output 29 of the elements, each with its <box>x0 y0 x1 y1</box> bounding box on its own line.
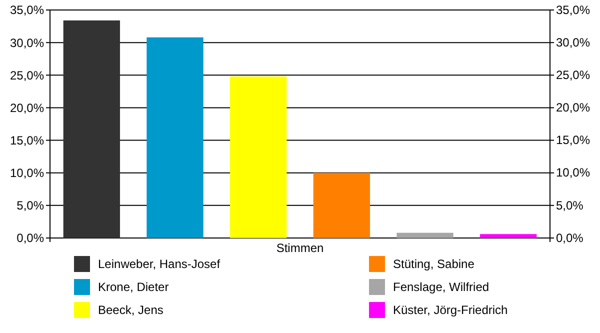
legend-label: Leinweber, Hans-Josef <box>98 257 221 272</box>
bar <box>396 232 454 238</box>
x-tick-label: Stimmen <box>276 241 324 255</box>
legend-label: Fenslage, Wilfried <box>393 280 490 294</box>
text: 25,0% <box>556 68 590 82</box>
y-tick-label: 10,0% <box>10 166 44 180</box>
y-tick-label: 20,0% <box>10 100 44 115</box>
legend-label: Krone, Dieter <box>98 280 169 294</box>
bar <box>63 20 120 238</box>
bar <box>146 37 204 238</box>
y-tick-label: 0,0% <box>16 231 44 246</box>
legend-label: Stüting, Sabine <box>393 257 475 272</box>
bar <box>480 234 537 238</box>
text: 0,0% <box>556 230 584 245</box>
text: 30,0% <box>556 35 590 50</box>
legend-label: Beeck, Jens <box>98 303 164 318</box>
text: 5,0% <box>556 198 584 212</box>
text: 10,0% <box>556 166 590 180</box>
y-tick-label: 5,0% <box>16 198 44 213</box>
y-tick-label: 15,0% <box>10 133 44 148</box>
legend-label: Küster, Jörg-Friedrich <box>393 303 508 318</box>
text: 15,0% <box>556 133 590 148</box>
bar <box>230 76 287 238</box>
text: 20,0% <box>556 100 590 115</box>
y-tick-label: 30,0% <box>10 36 44 50</box>
text: 35,0% <box>556 2 590 17</box>
y-tick-label: 25,0% <box>10 68 44 82</box>
y-tick-label: 35,0% <box>10 3 44 18</box>
bar <box>313 172 370 238</box>
